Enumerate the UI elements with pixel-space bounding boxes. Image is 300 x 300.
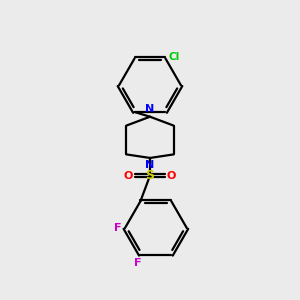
Text: S: S — [146, 169, 154, 182]
Text: Cl: Cl — [169, 52, 180, 62]
Text: O: O — [167, 171, 176, 181]
Text: O: O — [124, 171, 133, 181]
Text: F: F — [134, 258, 142, 268]
Text: F: F — [114, 223, 122, 233]
Text: N: N — [146, 104, 154, 114]
Text: N: N — [146, 160, 154, 170]
